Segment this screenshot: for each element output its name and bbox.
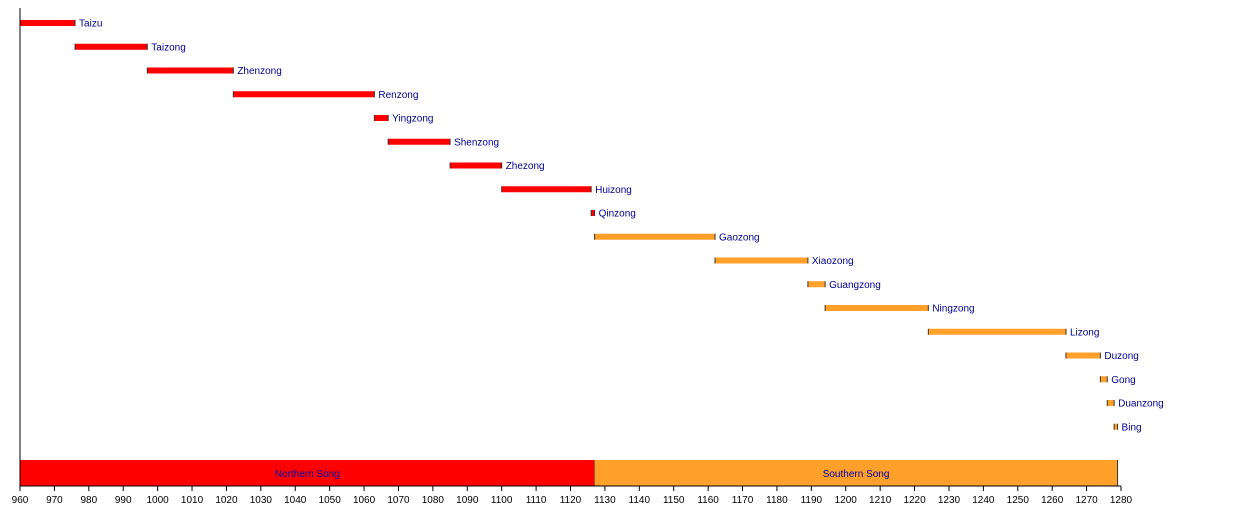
x-tick-label-1190: 1190 — [801, 495, 823, 506]
reign-bar-gaozong — [594, 233, 716, 240]
reign-label-taizong: Taizong — [151, 42, 185, 53]
reign-label-duanzong: Duanzong — [1118, 399, 1164, 410]
reign-label-zhenzong: Zhenzong — [237, 66, 281, 77]
reign-bar-bing — [1114, 423, 1118, 430]
x-tick-label-1140: 1140 — [629, 495, 651, 506]
x-tick-label-1170: 1170 — [732, 495, 754, 506]
reign-label-xiaozong: Xiaozong — [812, 256, 854, 267]
x-tick-label-1160: 1160 — [697, 495, 719, 506]
reign-label-huizong: Huizong — [595, 185, 632, 196]
x-tick-label-1120: 1120 — [560, 495, 582, 506]
era-bars-group: Northern Song Southern Song — [20, 460, 1119, 486]
x-tick-label-1040: 1040 — [284, 495, 307, 506]
x-tick-label-1210: 1210 — [869, 495, 892, 506]
reign-bar-huizong — [501, 186, 592, 193]
reign-bar-zhenzong — [147, 67, 234, 74]
x-tick-label-1080: 1080 — [422, 495, 445, 506]
reign-label-renzong: Renzong — [378, 90, 418, 101]
reign-label-gaozong: Gaozong — [719, 232, 760, 243]
x-tick-label-1130: 1130 — [594, 495, 616, 506]
x-tick-label-980: 980 — [80, 495, 97, 506]
era-label-southern-song: Southern Song — [823, 469, 890, 480]
x-tick-label-1070: 1070 — [387, 495, 410, 506]
reign-label-bing: Bing — [1122, 422, 1142, 433]
reign-label-duzong: Duzong — [1104, 351, 1138, 362]
reign-bar-taizu — [20, 20, 76, 26]
reign-label-shenzong: Shenzong — [454, 137, 499, 148]
reign-label-guangzong: Guangzong — [829, 280, 881, 291]
reign-bar-guangzong — [807, 281, 826, 288]
x-tick-label-1260: 1260 — [1041, 495, 1064, 506]
x-tick-label-1060: 1060 — [353, 495, 376, 506]
x-tick-label-1180: 1180 — [766, 495, 788, 506]
x-tick-label-1220: 1220 — [903, 495, 926, 506]
x-tick-label-960: 960 — [12, 495, 29, 506]
x-tick-label-1150: 1150 — [663, 495, 685, 506]
x-tick-label-1000: 1000 — [147, 495, 170, 506]
reign-bar-zhezong — [450, 162, 502, 169]
era-bar-northern-song — [20, 460, 595, 486]
x-tick-label-990: 990 — [115, 495, 132, 506]
reign-bar-duzong — [1065, 352, 1101, 359]
x-tick-label-1090: 1090 — [456, 495, 479, 506]
x-tick-label-1020: 1020 — [215, 495, 238, 506]
reign-bar-gong — [1100, 376, 1108, 383]
x-tick-label-1200: 1200 — [835, 495, 858, 506]
reign-label-taizu: Taizu — [79, 19, 102, 30]
reign-bar-qinzong — [591, 210, 595, 216]
x-tick-label-1030: 1030 — [250, 495, 273, 506]
reign-bar-ningzong — [825, 305, 929, 311]
reign-bar-xiaozong — [715, 257, 808, 264]
reign-bar-shenzong — [388, 138, 451, 145]
reign-label-ningzong: Ningzong — [932, 304, 974, 315]
reign-bar-taizong — [75, 43, 148, 50]
era-bar-southern-song — [594, 460, 1118, 486]
era-label-northern-song: Northern Song — [275, 469, 340, 480]
reign-bar-renzong — [233, 91, 375, 98]
x-axis-group: 960 970 980 990 1000 1010 1020 1030 1040 1050 1060… — [12, 8, 1133, 506]
reign-label-lizong: Lizong — [1070, 327, 1099, 338]
x-tick-label-1270: 1270 — [1075, 495, 1098, 506]
reign-bar-yingzong — [374, 115, 389, 121]
reign-label-qinzong: Qinzong — [599, 209, 636, 220]
x-tick-label-1110: 1110 — [526, 495, 547, 506]
reign-label-gong: Gong — [1111, 375, 1135, 386]
x-tick-label-1100: 1100 — [491, 495, 513, 506]
reign-label-zhezong: Zhezong — [506, 161, 545, 172]
x-tick-label-1250: 1250 — [1007, 495, 1030, 506]
x-tick-label-970: 970 — [46, 495, 63, 506]
reign-bars-group: Taizu Taizong Zhenzong Renzong Yingzong Shenz… — [19, 19, 1164, 433]
x-tick-label-1050: 1050 — [319, 495, 342, 506]
x-tick-label-1230: 1230 — [938, 495, 961, 506]
x-tick-label-1010: 1010 — [181, 495, 204, 506]
reign-label-yingzong: Yingzong — [392, 114, 433, 125]
reign-bar-lizong — [928, 328, 1066, 335]
x-tick-label-1280: 1280 — [1110, 495, 1133, 506]
reign-bar-duanzong — [1107, 400, 1115, 406]
x-tick-label-1240: 1240 — [972, 495, 995, 506]
